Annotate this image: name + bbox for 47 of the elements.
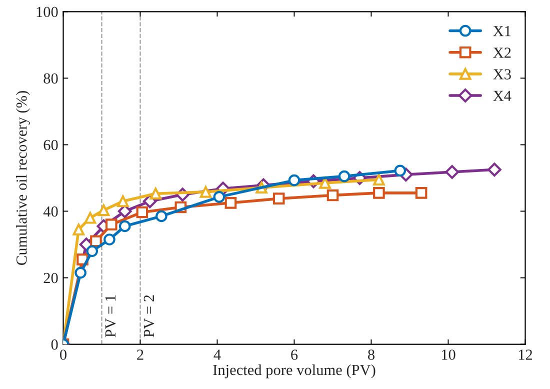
- x-tick-label: 4: [214, 350, 221, 360]
- y-tick-label: 40: [43, 206, 58, 217]
- x-axis-title: Injected pore volume (PV): [213, 364, 376, 378]
- ref-line-label: PV = 2: [144, 295, 154, 338]
- point: [373, 174, 385, 186]
- legend-label: X2: [493, 48, 511, 58]
- x-tick-label: 0: [60, 350, 66, 360]
- point: [98, 204, 110, 216]
- point: [213, 191, 226, 203]
- y-tick-label: 60: [44, 140, 58, 150]
- legend-label: X1: [493, 26, 511, 36]
- point: [326, 189, 339, 202]
- point: [117, 195, 129, 208]
- point: [272, 192, 285, 204]
- point: [84, 212, 96, 224]
- point: [338, 170, 350, 182]
- y-tick-label: 80: [44, 73, 58, 84]
- y-tick-label: 100: [36, 6, 58, 18]
- y-tick-label: 0: [51, 339, 58, 350]
- point: [200, 186, 212, 198]
- point: [373, 187, 385, 199]
- x-tick-label: 6: [291, 350, 298, 360]
- point: [118, 220, 131, 232]
- legend-label: X3: [493, 69, 511, 80]
- point: [105, 218, 118, 230]
- point: [136, 206, 148, 218]
- point: [445, 165, 460, 179]
- ref-line-label: PV = 1: [105, 295, 116, 338]
- x-tick-label: 8: [368, 350, 374, 360]
- x-tick-label: 2: [137, 350, 144, 360]
- y-axis-title: Cumulative oil recovery (%): [16, 91, 30, 265]
- point: [86, 245, 98, 258]
- point: [224, 197, 237, 209]
- point: [488, 162, 502, 177]
- point: [288, 174, 300, 186]
- x-tick-label: 12: [518, 350, 532, 360]
- point: [150, 188, 162, 200]
- point: [156, 210, 168, 222]
- point: [319, 177, 331, 189]
- point: [104, 234, 116, 246]
- point: [394, 164, 406, 177]
- y-tick-label: 20: [44, 272, 58, 284]
- point: [74, 266, 86, 279]
- legend-label: X4: [493, 90, 512, 101]
- point: [72, 224, 85, 236]
- x-tick-label: 10: [442, 350, 456, 360]
- point: [415, 187, 428, 199]
